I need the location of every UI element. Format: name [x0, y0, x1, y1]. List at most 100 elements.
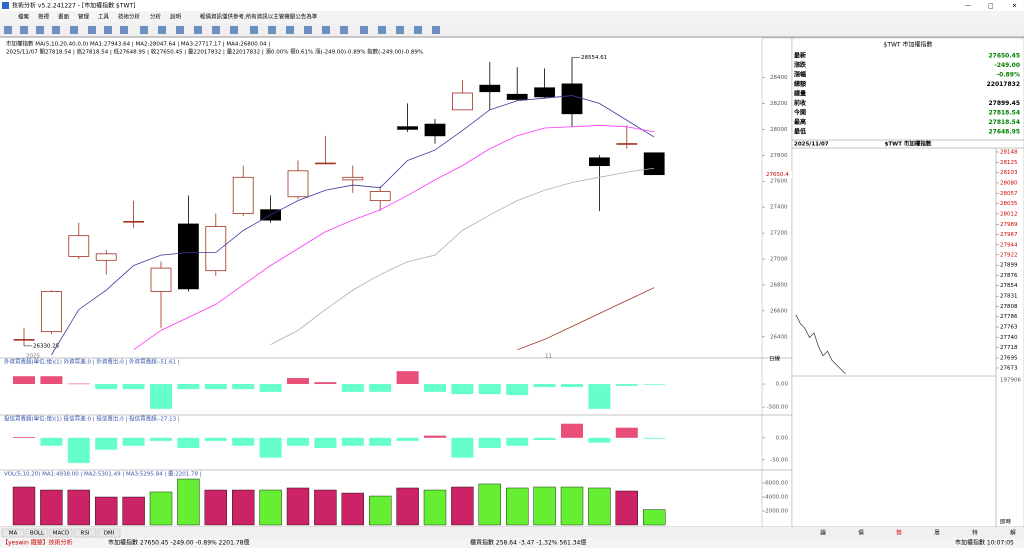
axis-label: 日線: [769, 355, 781, 363]
quote-value: 27818.54: [988, 110, 1020, 117]
volume-bar: [231, 489, 255, 526]
flow-bar: [287, 437, 309, 446]
y-tick-label: 26600: [770, 308, 788, 314]
side-tab[interactable]: 解: [1010, 529, 1016, 537]
quote-label: 最高: [794, 118, 806, 126]
toolbar-icons: [4, 26, 440, 34]
menu-item[interactable]: 畫面: [58, 13, 70, 21]
flow-bar: [451, 437, 474, 458]
flow-bar: [95, 384, 118, 390]
y-tick-label: 27831: [1000, 294, 1018, 300]
close[interactable]: ✕: [1012, 3, 1017, 10]
candle-body: [643, 152, 665, 176]
tab[interactable]: [1, 528, 25, 538]
flow-bar: [40, 437, 63, 446]
flow-bar: [67, 437, 90, 463]
y-tick-label: 28103: [1000, 170, 1018, 176]
y-tick-label: 27922: [1000, 252, 1018, 258]
y-tick-label: 27200: [770, 231, 788, 237]
quote-panel: [791, 37, 1024, 529]
y-tick-label: 6000.00: [765, 481, 788, 487]
y-tick-label: 27786: [1000, 314, 1018, 320]
status-quote: 市加權指數 27650.45 -249.00 -0.89% 2201.78億: [108, 539, 249, 547]
quote-value: 27650.45: [988, 53, 1020, 60]
y-tick-label: 27718: [1000, 345, 1018, 351]
volume-bar: [615, 490, 638, 526]
volume-bar: [478, 483, 501, 526]
quote-value: 27899.45: [988, 100, 1020, 107]
y-tick-label: 28400: [770, 75, 788, 81]
candle-body: [123, 221, 144, 223]
flow-bar: [588, 437, 611, 443]
flow-bar: [204, 384, 227, 390]
volume-bar: [506, 487, 529, 526]
side-tab[interactable]: 周: [934, 530, 940, 537]
annotation: 26330.25: [33, 343, 60, 349]
menu-item[interactable]: 分析: [150, 13, 162, 21]
flow-bar: [424, 435, 446, 438]
tab[interactable]: [97, 528, 121, 538]
tab-label: BOLL: [30, 531, 45, 537]
candle-body: [68, 235, 90, 257]
y-tick-label: 26800: [770, 282, 788, 288]
y-tick-label: 28035: [1000, 201, 1018, 207]
tab[interactable]: [73, 528, 97, 538]
flow-bar: [287, 378, 309, 385]
menu-item[interactable]: 管理: [78, 13, 90, 21]
quote-label: 總量: [794, 90, 806, 98]
quote-label: 前收: [794, 99, 806, 107]
quote-value: 22017832: [987, 81, 1020, 88]
volume-bar: [177, 478, 200, 526]
y-tick-label: 27800: [770, 153, 788, 159]
menu-item[interactable]: 工具: [98, 14, 110, 21]
tab[interactable]: [49, 528, 73, 538]
maximize[interactable]: □: [988, 3, 994, 10]
status-brand: 【yeswin 鐵營】技術分析: [2, 539, 73, 547]
y-tick-label: 28125: [1000, 160, 1018, 166]
volume-bar: [369, 495, 392, 526]
flow-bar: [533, 384, 556, 388]
y-tick-label: 2000.00: [765, 509, 788, 515]
candle-body: [314, 162, 336, 165]
menu-item[interactable]: 檔案: [18, 13, 30, 21]
candle-body: [287, 170, 309, 198]
flow-bar: [643, 437, 666, 439]
panel-title: 投信買賣超(單位:億)(1) 投信買進:0 | 投信賣出:0 | 投信買賣超:-…: [4, 415, 180, 423]
y-tick-label: 27989: [1000, 222, 1018, 228]
quote-label: 漲跌: [794, 61, 807, 69]
flow-bar: [369, 437, 392, 446]
flow-bar: [232, 384, 255, 390]
volume-bar: [286, 487, 310, 526]
menu-bar: [0, 11, 1024, 23]
candle-body: [451, 92, 473, 111]
y-tick-label: 27899: [1000, 263, 1018, 269]
date: 2025/11/07: [794, 142, 829, 148]
y-tick-label: 27854: [1000, 283, 1018, 289]
last-price-box: [763, 170, 792, 179]
side-tab[interactable]: 特: [972, 529, 978, 537]
volume-bar: [451, 486, 474, 526]
flow-bar: [396, 371, 419, 385]
panel-title: VOL(5,10,20) MA1:4938.00 | MA2:5301.49 |…: [4, 471, 202, 478]
volume-bar: [341, 492, 364, 526]
minimize[interactable]: —: [965, 3, 971, 10]
flow-bar: [13, 436, 35, 438]
intraday-line: [795, 314, 846, 375]
candle-body: [13, 339, 35, 341]
tab-bar: [0, 527, 1024, 538]
candle-body: [95, 253, 117, 261]
side-tab[interactable]: 讀: [820, 529, 826, 537]
menu-item[interactable]: 說明: [170, 13, 182, 21]
quote-label: 總額: [794, 80, 806, 88]
side-tab[interactable]: 價: [858, 529, 864, 537]
info-line: 2025/11/07 開27818.54 | 高27818.54 | 低2764…: [6, 48, 423, 56]
menu-item[interactable]: 檢視: [38, 13, 50, 21]
y-tick-label: 28200: [770, 101, 788, 107]
side-tab[interactable]: 勢: [896, 529, 902, 537]
tab-label: MACD: [53, 531, 70, 537]
menu-item[interactable]: 技術分析: [118, 13, 141, 21]
volume-bar: [396, 487, 419, 526]
tab[interactable]: [25, 528, 49, 538]
volume-bar: [204, 489, 228, 526]
